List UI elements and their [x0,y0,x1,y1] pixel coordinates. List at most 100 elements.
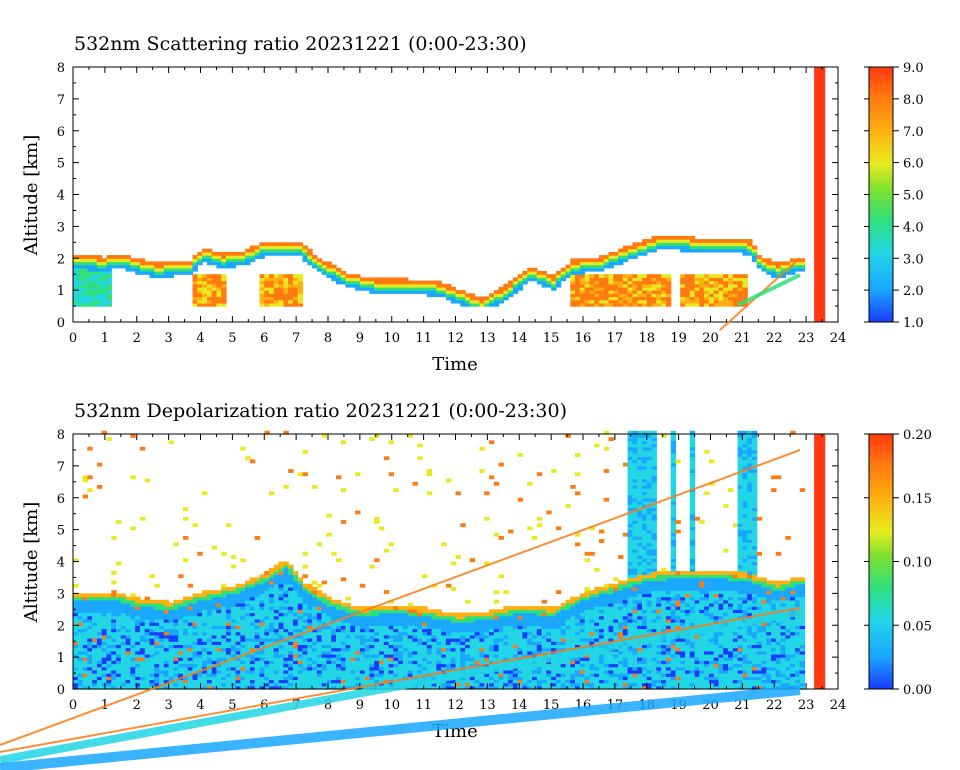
heatmap-cell [240,446,246,451]
heatmap-cell [407,434,414,438]
heatmap-cell [135,676,141,681]
heatmap-cell [603,685,610,690]
heatmap-cell [608,679,614,684]
heatmap-cell [259,577,265,582]
heatmap-cell [412,641,418,645]
heatmap-cell [493,631,500,636]
heatmap-cell [603,283,610,288]
heatmap-cell [594,261,600,266]
heatmap-cell [235,666,241,671]
heatmap-cell [245,583,251,588]
heatmap-cell [221,251,227,256]
heatmap-cell [273,293,280,298]
heatmap-cell [273,638,280,642]
heatmap-cell [192,669,198,674]
heatmap-cell [235,650,241,655]
heatmap-cell [584,676,590,681]
heatmap-cell [230,666,237,671]
heatmap-cell [278,631,284,636]
heatmap-cell [82,286,88,291]
heatmap-cell [474,682,480,687]
heatmap-cell [77,612,84,617]
heatmap-cell [292,612,299,617]
heatmap-cell [125,650,131,655]
heatmap-cell [92,657,98,661]
heatmap-cell [240,618,246,623]
heatmap-cell [594,682,600,687]
heatmap-cell [460,618,466,623]
heatmap-cell [598,622,605,626]
heatmap-cell [101,653,108,658]
heatmap-cell [235,657,241,661]
heatmap-cell [336,663,342,668]
heatmap-cell [183,638,189,642]
heatmap-cell [359,280,366,285]
heatmap-cell [455,293,461,298]
heatmap-cell [503,283,509,288]
heatmap-cell [369,615,375,620]
heatmap-cell [589,653,595,658]
heatmap-cell [144,644,151,649]
heatmap-cell [532,274,538,278]
heatmap-cell [135,650,141,655]
heatmap-cell [106,290,112,294]
heatmap-cell [570,641,576,645]
heatmap-cell [96,669,103,674]
heatmap-cell [312,599,318,604]
heatmap-cell [259,251,265,256]
heatmap-cell [398,615,404,620]
heatmap-cell [211,647,218,652]
heatmap-cell [589,261,595,266]
heatmap-cell [245,666,251,671]
heatmap-cell [163,264,170,269]
heatmap-cell [632,251,638,256]
heatmap-cell [575,264,581,269]
heatmap-cell [92,682,98,687]
heatmap-cell [87,612,93,617]
heatmap-cell [302,612,308,617]
heatmap-cell [202,618,208,623]
heatmap-cell [570,682,576,687]
heatmap-cell [594,258,600,263]
heatmap-cell [598,302,605,307]
heatmap-cell [359,644,366,649]
heatmap-cell [503,296,509,301]
heatmap-cell [278,242,284,247]
heatmap-cell [73,679,79,684]
heatmap-cell [144,606,151,610]
heatmap-cell [498,653,504,658]
heatmap-cell [278,286,284,291]
heatmap-cell [116,657,122,661]
heatmap-cell [680,242,686,247]
heatmap-cell [264,245,270,250]
heatmap-cell [465,657,471,661]
heatmap-cell [302,625,308,630]
heatmap-cell [393,628,399,633]
heatmap-cell [345,625,351,630]
heatmap-cell [259,669,265,674]
heatmap-cell [546,606,552,610]
heatmap-cell [632,242,638,247]
heatmap-cell [269,653,275,658]
heatmap-cell [192,666,198,671]
heatmap-cell [340,609,347,614]
heatmap-cell [340,628,347,633]
heatmap-cell [579,271,586,275]
heatmap-cell [178,644,184,649]
heatmap-cell [178,615,184,620]
heatmap-cell [307,261,313,266]
heatmap-cell [202,625,208,630]
heatmap-cell [431,666,437,671]
heatmap-cell [92,596,98,601]
heatmap-cell [264,242,270,247]
heatmap-cell [92,673,98,677]
heatmap-cell [331,644,337,649]
heatmap-cell [541,612,547,617]
heatmap-cell [206,277,213,282]
heatmap-cell [618,248,624,253]
heatmap-cell [197,631,203,636]
heatmap-cell [106,609,112,614]
heatmap-cell [350,622,356,626]
heatmap-cell [77,644,84,649]
heatmap-cell [484,641,490,645]
